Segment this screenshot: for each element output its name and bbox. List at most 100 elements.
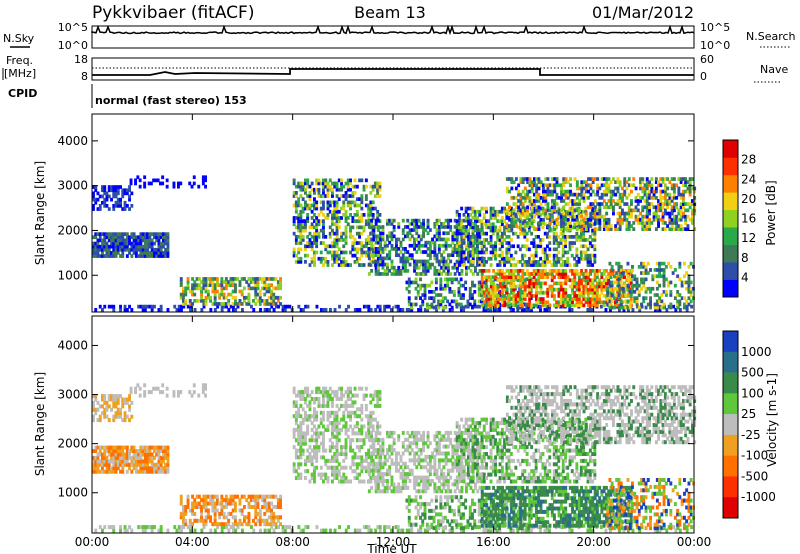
heatmap-cell <box>103 449 107 453</box>
heatmap-cell <box>220 289 224 294</box>
heatmap-cell <box>128 304 131 309</box>
heatmap-cell <box>119 462 122 467</box>
heatmap-cell <box>663 221 667 225</box>
heatmap-cell <box>514 294 518 298</box>
heatmap-cell <box>543 528 547 533</box>
heatmap-cell <box>164 455 168 460</box>
heatmap-cell <box>128 207 131 211</box>
heatmap-cell <box>328 184 332 189</box>
heatmap-cell <box>586 308 590 312</box>
heatmap-cell <box>633 277 637 282</box>
heatmap-cell <box>105 232 109 236</box>
heatmap-cell <box>432 299 436 304</box>
heatmap-cell <box>469 259 473 264</box>
heatmap-cell <box>227 292 231 297</box>
heatmap-cell <box>670 211 674 216</box>
heatmap-cell <box>662 261 666 266</box>
heatmap-cell <box>134 386 137 391</box>
heatmap-cell <box>589 284 593 289</box>
heatmap-cell <box>523 192 527 197</box>
heatmap-cell <box>419 283 422 288</box>
heatmap-cell <box>642 261 646 266</box>
heatmap-cell <box>593 247 597 252</box>
heatmap-cell <box>386 253 389 257</box>
heatmap-cell <box>584 256 588 261</box>
heatmap-cell <box>573 294 577 298</box>
heatmap-cell <box>561 247 565 252</box>
heatmap-cell <box>593 231 597 236</box>
heatmap-cell <box>491 231 495 236</box>
heatmap-cell <box>324 184 328 189</box>
heatmap-cell <box>482 231 486 236</box>
heatmap-cell <box>577 297 581 301</box>
heatmap-cell <box>455 299 459 304</box>
heatmap-cell <box>503 284 507 289</box>
heatmap-cell <box>608 299 612 304</box>
heatmap-cell <box>353 213 357 217</box>
heatmap-cell <box>98 525 102 530</box>
heatmap-cell <box>374 218 378 223</box>
heatmap-cell <box>107 232 111 236</box>
heatmap-cell <box>525 244 529 249</box>
heatmap-cell <box>539 206 543 211</box>
heatmap-cell <box>344 263 348 267</box>
heatmap-cell <box>571 214 575 219</box>
heatmap-cell <box>372 234 376 239</box>
heatmap-cell <box>618 196 622 200</box>
heatmap-cell <box>204 178 207 183</box>
heatmap-cell <box>458 218 462 223</box>
heatmap-cell <box>474 269 477 273</box>
heatmap-cell <box>496 287 500 292</box>
heatmap-cell <box>297 197 301 201</box>
heatmap-cell <box>234 295 237 300</box>
heatmap-cell <box>379 247 383 251</box>
heatmap-cell <box>114 232 118 236</box>
heatmap-cell <box>415 272 419 276</box>
heatmap-cell <box>433 269 437 273</box>
heatmap-cell <box>573 199 577 203</box>
heatmap-cell <box>498 209 502 214</box>
heatmap-cell <box>537 275 541 279</box>
heatmap-cell <box>561 263 565 267</box>
heatmap-cell <box>107 469 111 474</box>
heatmap-cell <box>512 196 516 200</box>
heatmap-cell <box>639 177 642 181</box>
heatmap-cell <box>292 181 296 186</box>
heatmap-cell <box>520 528 524 533</box>
heatmap-cell <box>451 234 455 239</box>
heatmap-cell <box>584 244 588 249</box>
heatmap-cell <box>453 262 457 267</box>
heatmap-cell <box>600 192 604 197</box>
heatmap-cell <box>580 272 583 276</box>
heatmap-cell <box>107 449 111 453</box>
heatmap-cell <box>591 244 595 249</box>
heatmap-cell <box>184 511 188 516</box>
heatmap-cell <box>200 280 203 284</box>
heatmap-cell <box>460 262 464 267</box>
heatmap-cell <box>143 238 147 243</box>
heatmap-cell <box>628 290 632 294</box>
heatmap-cell <box>624 299 628 304</box>
heatmap-cell <box>147 390 151 395</box>
heatmap-cell <box>128 452 131 457</box>
heatmap-cell <box>514 269 518 273</box>
heatmap-cell <box>96 207 100 211</box>
heatmap-cell <box>188 522 192 527</box>
heatmap-cell <box>586 247 590 252</box>
heatmap-cell <box>141 525 145 530</box>
heatmap-cell <box>147 181 151 186</box>
heatmap-cell <box>555 221 559 225</box>
heatmap-cell <box>150 455 154 460</box>
heatmap-cell <box>378 528 382 533</box>
heatmap-cell <box>503 238 506 242</box>
heatmap-cell <box>571 199 575 203</box>
heatmap-cell <box>188 390 192 395</box>
heatmap-cell <box>611 290 615 295</box>
heatmap-cell <box>660 299 664 304</box>
heatmap-cell <box>665 308 669 312</box>
heatmap-cell <box>200 498 203 503</box>
heatmap-cell <box>619 302 623 307</box>
heatmap-cell <box>653 268 657 272</box>
heatmap-cell <box>415 262 419 267</box>
heatmap-cell <box>164 241 168 246</box>
